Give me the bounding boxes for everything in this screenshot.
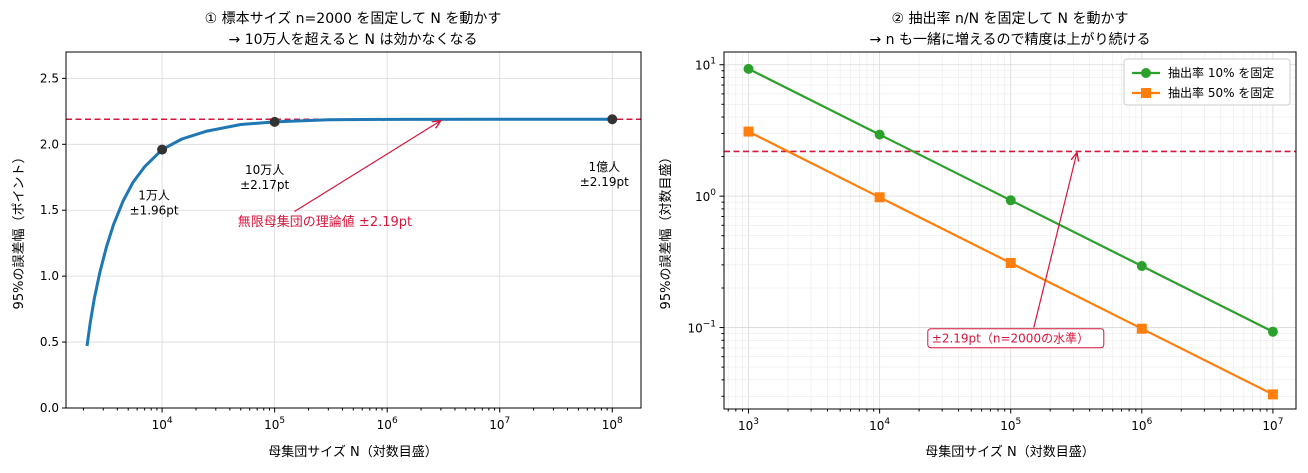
panel-1-ytick-label-3: 1.5 <box>40 203 59 217</box>
panel-2-plot-frame <box>723 51 1297 410</box>
panel-2-xtick-label-0: 103 <box>738 417 759 433</box>
panel-1-grid <box>66 52 641 409</box>
panel-1-ticks: 0.0 0.5 1.0 1.5 2.0 2.5 104 105 106 107 108 <box>40 71 623 432</box>
panel-2-series-1-point-3 <box>1136 323 1147 334</box>
panel-2-annotations: ±2.19pt（n=2000の水準） <box>927 152 1105 349</box>
panel-2-xtick-label-2: 105 <box>1000 417 1021 433</box>
panel-2-legend-label-1: 抽出率 50% を固定 <box>1168 85 1274 100</box>
panel-2-arrow-label-box <box>927 328 1105 349</box>
panel-2-ytick-label-0: 10−1 <box>687 320 716 336</box>
panel-1-ytick-label-4: 2.0 <box>40 137 59 151</box>
panel-2-series-1-point-1 <box>874 192 885 203</box>
panel-2-arrow <box>1033 152 1077 328</box>
panel-2-arrow-label: ±2.19pt（n=2000の水準） <box>932 331 1089 346</box>
panel-2-ytick-label-1: 100 <box>695 188 716 204</box>
panel-2-ytick-label-2: 101 <box>695 57 716 73</box>
panel-2-series-1-point-2 <box>1005 257 1016 268</box>
panel-1-ytick-label-1: 0.5 <box>40 335 59 349</box>
panel-1-arrow-label: 無限母集団の理論値 ±2.19pt <box>238 214 412 230</box>
panel-2-ylabel: 95%の誤差幅（対数目盛） <box>658 151 674 310</box>
panel-2-series-1-point-4 <box>1267 389 1278 400</box>
panel-2-legend-label-0: 抽出率 10% を固定 <box>1168 65 1274 80</box>
panel-1-ytick-label-0: 0.0 <box>40 401 59 415</box>
panel-2-xtick-label-3: 106 <box>1131 417 1152 433</box>
panel-1-point-0 <box>157 144 168 155</box>
panel-2-title-line-1: ② 抽出率 n/N を固定して N を動かす <box>892 10 1129 27</box>
panel-1-xtick-label-4: 108 <box>602 416 623 432</box>
panel-1-xtick-label-1: 105 <box>264 416 285 432</box>
panel-2-xtick-label-4: 107 <box>1262 417 1283 433</box>
panel-1: ① 標本サイズ n=2000 を固定して N を動かす → 10万人を超えると … <box>11 11 642 460</box>
panel-2-legend-marker-1 <box>1141 88 1151 98</box>
panel-2-xtick-label-1: 104 <box>869 417 890 433</box>
panel-2-series-0-point-1 <box>874 129 885 140</box>
panel-1-title-line-2: → 10万人を超えると N は効かなくなる <box>229 32 478 48</box>
panel-2-legend-box <box>1123 58 1291 106</box>
panel-1-point-label-0-line-0: 1万人 <box>138 189 170 203</box>
panel-1-point-2 <box>607 114 618 125</box>
panel-1-point-1 <box>269 116 280 127</box>
panel-1-point-label-0-line-1: ±1.96pt <box>130 204 179 218</box>
panel-2-series-0-point-2 <box>1005 195 1016 206</box>
panel-1-ytick-label-5: 2.5 <box>40 71 59 85</box>
panel-1-point-label-1-line-1: ±2.17pt <box>240 178 289 192</box>
panel-1-ylabel: 95%の誤差幅（ポイント） <box>11 151 27 310</box>
panel-1-arrow <box>294 121 440 213</box>
panel-2: ② 抽出率 n/N を固定して N を動かす → n も一緒に増えるので精度は上… <box>658 10 1297 460</box>
panel-1-annotations: 1万人±1.96pt 10万人±2.17pt 1億人±2.19pt 無限母集団の理論値… <box>130 121 629 230</box>
panel-1-ytick-label-2: 1.0 <box>40 269 59 283</box>
panel-1-point-label-2-line-0: 1億人 <box>588 160 620 174</box>
panel-2-grid <box>724 52 1296 409</box>
panel-2-series-0-point-3 <box>1136 261 1147 272</box>
panel-1-curve <box>85 117 613 347</box>
panel-2-legend-marker-0 <box>1141 68 1151 78</box>
panel-1-xtick-label-2: 106 <box>377 416 398 432</box>
panel-1-xtick-label-0: 104 <box>152 416 173 432</box>
panel-2-ticks: 103 104 105 106 107 10−1 100 101 <box>687 57 1283 433</box>
panel-1-points <box>157 114 618 155</box>
panel-1-point-label-2-line-1: ±2.19pt <box>580 175 629 189</box>
panel-2-xlabel: 母集団サイズ N（対数目盛） <box>925 444 1094 460</box>
panel-2-title-line-2: → n も一緒に増えるので精度は上がり続ける <box>869 31 1150 48</box>
panel-1-point-label-1-line-0: 10万人 <box>245 163 284 177</box>
panel-1-xlabel: 母集団サイズ N（対数目盛） <box>268 444 437 460</box>
panel-2-series <box>743 63 1278 400</box>
panel-2-series-0-point-4 <box>1267 326 1278 337</box>
panel-1-xtick-label-3: 107 <box>489 416 510 432</box>
panel-1-title-line-1: ① 標本サイズ n=2000 を固定して N を動かす <box>205 11 502 27</box>
panel-2-series-0-point-0 <box>743 63 754 74</box>
panel-2-series-1-point-0 <box>743 126 754 137</box>
panel-1-curve-line <box>85 117 613 347</box>
